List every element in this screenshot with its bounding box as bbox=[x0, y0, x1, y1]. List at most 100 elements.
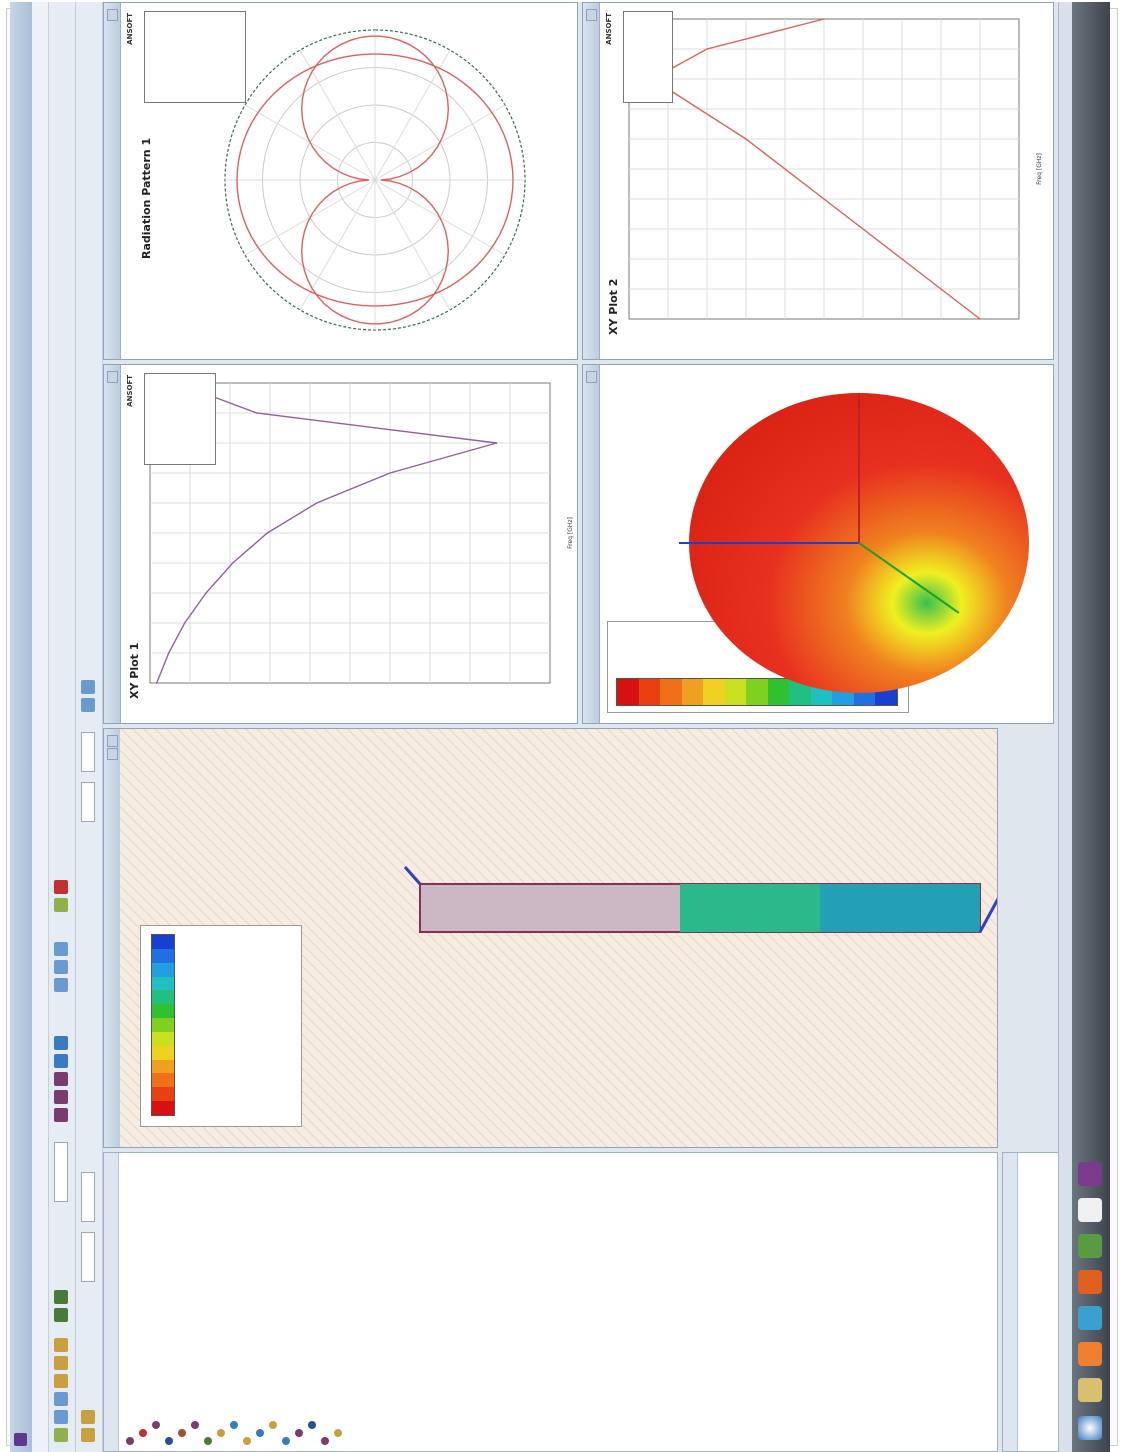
close-icon[interactable] bbox=[107, 371, 118, 383]
close-icon[interactable] bbox=[107, 9, 118, 21]
analyze-icon[interactable] bbox=[54, 880, 68, 894]
zoom-icon[interactable] bbox=[54, 942, 68, 956]
units-combo[interactable] bbox=[81, 732, 95, 772]
new-icon[interactable] bbox=[54, 1428, 68, 1442]
grid-icon[interactable] bbox=[81, 1410, 95, 1424]
redo-icon[interactable] bbox=[54, 1290, 68, 1304]
colorbar-swatch bbox=[152, 1031, 174, 1046]
draw-cylinder-icon[interactable] bbox=[54, 1090, 68, 1104]
colorbar-swatch bbox=[152, 1087, 174, 1102]
tree-item-icon bbox=[242, 1437, 251, 1445]
data-point bbox=[255, 412, 258, 414]
firefox-icon[interactable] bbox=[1078, 1270, 1102, 1294]
app-icon-green[interactable] bbox=[1078, 1234, 1102, 1258]
tree-item[interactable] bbox=[201, 1159, 214, 1445]
cut-icon[interactable] bbox=[54, 1374, 68, 1388]
radiation-pattern-window[interactable]: Radiation Pattern 1 ANSOFT bbox=[103, 2, 578, 360]
app-icon-black[interactable] bbox=[1078, 1198, 1102, 1222]
coordinate-combo[interactable] bbox=[81, 782, 95, 822]
colorbar-swatch bbox=[152, 1059, 174, 1074]
validate-icon[interactable] bbox=[54, 898, 68, 912]
tree-item[interactable] bbox=[331, 1159, 344, 1445]
radiation-legend bbox=[144, 11, 246, 103]
tree-item[interactable] bbox=[149, 1159, 162, 1445]
tree-item[interactable] bbox=[188, 1159, 201, 1445]
start-icon[interactable] bbox=[1078, 1416, 1102, 1440]
colorbar-swatch bbox=[152, 990, 174, 1005]
draw-box-icon[interactable] bbox=[54, 1108, 68, 1122]
tree-item[interactable] bbox=[292, 1159, 305, 1445]
tree-item[interactable] bbox=[214, 1159, 227, 1445]
data-point bbox=[205, 592, 207, 594]
colorbar-swatch bbox=[152, 948, 174, 963]
select-icon[interactable] bbox=[81, 1428, 95, 1442]
zoom-combo[interactable] bbox=[54, 1142, 68, 1202]
save-icon[interactable] bbox=[54, 1392, 68, 1406]
data-point bbox=[823, 198, 825, 200]
tree-item[interactable] bbox=[136, 1159, 149, 1445]
project-manager-panel bbox=[103, 1152, 998, 1452]
draw-line-icon[interactable] bbox=[54, 1054, 68, 1068]
tree-item[interactable] bbox=[162, 1159, 175, 1445]
close-icon[interactable] bbox=[586, 9, 597, 21]
data-point bbox=[901, 258, 903, 260]
tree-item[interactable] bbox=[305, 1159, 318, 1445]
tree-item-icon bbox=[151, 1421, 160, 1429]
tree-item-icon bbox=[307, 1421, 316, 1429]
xy-plot-2-window[interactable]: XY Plot 2 ANSOFT Freq [GHz] bbox=[582, 2, 1054, 360]
pan-icon[interactable] bbox=[54, 960, 68, 974]
xy-plot-2-window-title bbox=[583, 3, 600, 359]
tree-item[interactable] bbox=[123, 1159, 136, 1445]
modeler-window[interactable] bbox=[103, 728, 998, 1148]
status-bar bbox=[1058, 2, 1073, 1452]
browser-icon[interactable] bbox=[1078, 1306, 1102, 1330]
close-icon[interactable] bbox=[586, 371, 597, 383]
data-point bbox=[315, 502, 318, 504]
material-combo[interactable] bbox=[81, 1232, 95, 1282]
maximize-icon[interactable] bbox=[107, 748, 118, 760]
media-icon[interactable] bbox=[1078, 1342, 1102, 1366]
main-toolbar bbox=[49, 2, 76, 1452]
rotate-icon[interactable] bbox=[54, 978, 68, 992]
xy-plot-1-window-title bbox=[104, 365, 121, 723]
fit-all-icon[interactable] bbox=[81, 698, 95, 712]
tree-item-icon bbox=[216, 1429, 225, 1437]
draw-rectangle-icon[interactable] bbox=[54, 1036, 68, 1050]
tree-item[interactable] bbox=[175, 1159, 188, 1445]
modeler-window-title bbox=[104, 729, 121, 1147]
menu-bar bbox=[32, 2, 49, 1452]
tree-item[interactable] bbox=[253, 1159, 266, 1445]
paste-icon[interactable] bbox=[54, 1338, 68, 1352]
radiation-window-title bbox=[104, 3, 121, 359]
colorbar-swatch bbox=[152, 1101, 174, 1115]
open-icon[interactable] bbox=[54, 1410, 68, 1424]
x-axis-label: Freq [GHz] bbox=[1036, 153, 1043, 185]
tree-item[interactable] bbox=[240, 1159, 253, 1445]
polar-spoke bbox=[299, 49, 376, 181]
3d-gain-plot bbox=[679, 393, 1029, 693]
undo-icon[interactable] bbox=[54, 1308, 68, 1322]
hfss-taskbar-icon[interactable] bbox=[1078, 1162, 1102, 1186]
project-tree bbox=[119, 1153, 348, 1451]
tree-item[interactable] bbox=[279, 1159, 292, 1445]
fit-selection-icon[interactable] bbox=[81, 680, 95, 694]
tree-item-icon bbox=[229, 1421, 238, 1429]
taskbar bbox=[1072, 2, 1110, 1452]
close-icon[interactable] bbox=[107, 735, 118, 747]
3d-gain-window[interactable] bbox=[582, 364, 1054, 724]
tree-item[interactable] bbox=[318, 1159, 331, 1445]
colorbar-swatch bbox=[152, 935, 174, 949]
tree-item[interactable] bbox=[227, 1159, 240, 1445]
model-combo[interactable] bbox=[81, 1172, 95, 1222]
draw-sphere-icon[interactable] bbox=[54, 1072, 68, 1086]
xy-plot-1-legend bbox=[144, 373, 216, 465]
modeler-canvas[interactable] bbox=[120, 728, 998, 1147]
s-parameter-plot-window[interactable]: XY Plot 1 ANSOFT Freq [GHz] bbox=[103, 364, 578, 724]
field-overlay-blue bbox=[820, 884, 980, 932]
copy-icon[interactable] bbox=[54, 1356, 68, 1370]
data-point bbox=[389, 472, 391, 474]
colorbar-swatch bbox=[152, 1073, 174, 1088]
tree-item[interactable] bbox=[266, 1159, 279, 1445]
background-hatch bbox=[120, 728, 998, 1147]
folder-icon[interactable] bbox=[1078, 1378, 1102, 1402]
